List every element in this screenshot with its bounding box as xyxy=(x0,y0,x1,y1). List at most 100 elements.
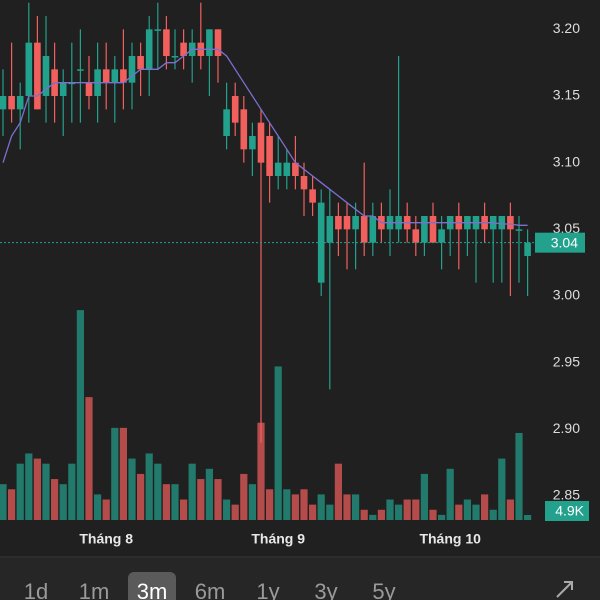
y-tick-label: 3.00 xyxy=(553,287,580,303)
volume-bar xyxy=(51,479,59,520)
y-tick-label: 3.05 xyxy=(553,220,580,236)
volume-bar xyxy=(171,484,179,520)
range-bar xyxy=(0,558,600,600)
volume-bar xyxy=(128,458,136,520)
volume-bar xyxy=(102,499,110,520)
volume-bar xyxy=(420,473,428,520)
candle-body xyxy=(274,162,282,176)
volume-bar xyxy=(154,463,162,520)
volume-label: 4.9K xyxy=(555,503,584,519)
candle-body xyxy=(498,216,506,230)
candle-body xyxy=(214,29,222,56)
volume-bar xyxy=(481,494,489,520)
candle-body xyxy=(42,56,50,96)
candle-body xyxy=(180,42,187,56)
volume-bar xyxy=(360,509,368,520)
candle-body xyxy=(412,229,420,243)
volume-bar xyxy=(137,473,145,520)
volume-bar xyxy=(334,463,342,520)
volume-bar xyxy=(446,468,454,520)
candle-body xyxy=(128,56,136,83)
candle-body xyxy=(0,96,7,110)
last-price-box xyxy=(535,232,585,253)
volume-bar xyxy=(231,504,239,520)
candle-body xyxy=(240,109,248,150)
candle-body xyxy=(102,69,110,83)
candle-body xyxy=(309,189,316,203)
expand-arrow xyxy=(556,581,573,598)
volume-bar xyxy=(395,504,403,520)
candle-body xyxy=(8,96,15,110)
candle-body xyxy=(34,42,41,110)
volume-bar xyxy=(472,504,480,520)
volume-bar xyxy=(266,489,274,520)
y-tick-label: 2.95 xyxy=(553,353,580,369)
range-tab[interactable]: 1y xyxy=(256,579,279,600)
volume-bar xyxy=(180,499,188,520)
expand-icon[interactable] xyxy=(556,581,573,598)
y-tick-label: 3.20 xyxy=(553,20,580,36)
y-tick-label: 3.15 xyxy=(553,87,580,103)
volume-bar xyxy=(386,499,394,520)
volume-bar xyxy=(429,509,437,520)
candle-body xyxy=(154,29,162,31)
volume-bar xyxy=(240,473,248,520)
volume-bar xyxy=(145,453,153,520)
volume-bar xyxy=(369,514,377,520)
volume-bar xyxy=(33,458,41,520)
volume-bar xyxy=(25,453,33,520)
range-tab[interactable]: 5y xyxy=(372,579,395,600)
candle-body xyxy=(231,96,239,123)
range-tab[interactable]: 3y xyxy=(314,579,337,600)
range-tab[interactable]: 1m xyxy=(79,579,110,600)
volume-bar xyxy=(291,494,299,520)
range-tab[interactable]: 3m xyxy=(137,579,168,600)
candle-body xyxy=(85,82,93,96)
candle-body xyxy=(171,56,179,58)
y-tick-label: 2.85 xyxy=(553,487,580,503)
range-tab-selected-bg xyxy=(128,572,176,600)
volume-bar xyxy=(317,494,325,520)
candle-body xyxy=(137,56,144,70)
candle-body xyxy=(360,216,368,243)
last-price-label: 3.04 xyxy=(551,234,578,250)
volume-bar xyxy=(412,499,420,520)
volume-bar xyxy=(352,494,360,520)
candle-body xyxy=(292,162,299,176)
candle-body xyxy=(343,216,351,230)
candle-body xyxy=(68,82,76,85)
candle-body xyxy=(59,82,67,96)
volume-label-box xyxy=(545,501,589,521)
volume-bar xyxy=(68,463,76,520)
volume-bar xyxy=(515,432,523,520)
volume-bar xyxy=(257,422,265,520)
volume-bar xyxy=(524,514,532,520)
range-tab[interactable]: 6m xyxy=(195,579,226,600)
volume-bar xyxy=(214,479,222,520)
candle-body xyxy=(369,216,377,243)
y-tick-label: 3.10 xyxy=(553,153,580,169)
volume-bar xyxy=(8,489,16,520)
volume-bar xyxy=(326,504,334,520)
candle-body xyxy=(352,216,359,230)
candle-body xyxy=(223,109,230,136)
candle-body xyxy=(283,162,291,176)
volume-bar xyxy=(248,484,256,520)
volume-bar xyxy=(188,463,196,520)
candle-body xyxy=(249,136,256,150)
candle-body xyxy=(421,216,428,243)
candle-body xyxy=(266,136,273,176)
range-tab[interactable]: 1d xyxy=(24,579,48,600)
candle-body xyxy=(300,176,308,190)
volume-bar xyxy=(94,494,102,520)
volume-bar xyxy=(309,504,317,520)
candle-body xyxy=(515,229,523,231)
candle-body xyxy=(438,229,445,243)
candle-body xyxy=(335,216,342,230)
candle-body xyxy=(206,29,213,56)
volume-bar xyxy=(403,499,411,520)
volume-bar xyxy=(42,463,50,520)
candle-body xyxy=(163,29,170,56)
